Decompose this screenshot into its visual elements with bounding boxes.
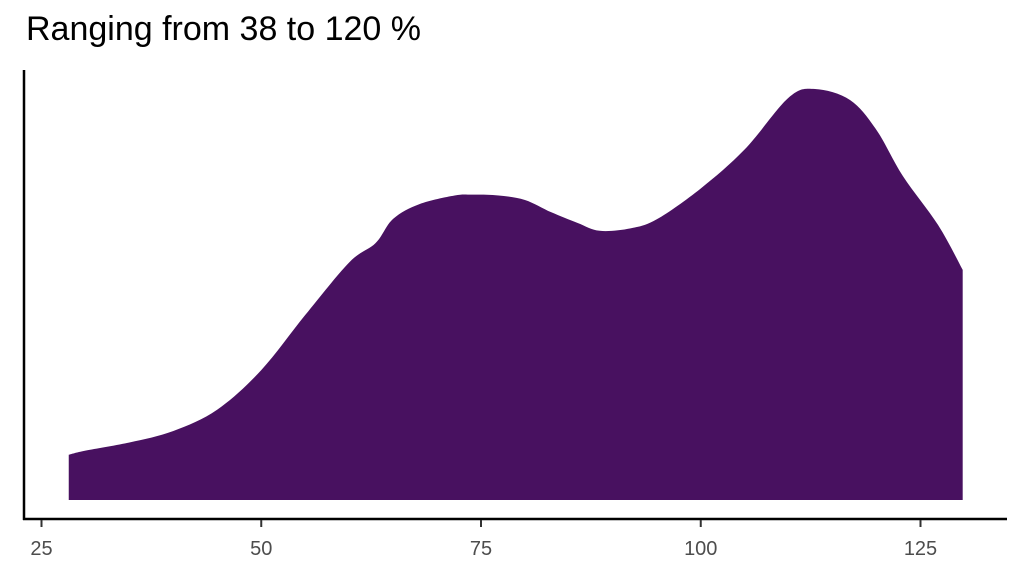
x-axis-ticks: 25 50 75 100 125 (30, 520, 937, 560)
x-tick-label: 75 (470, 538, 492, 560)
density-area (68, 88, 963, 500)
chart-title: Ranging from 38 to 120 % (26, 10, 422, 48)
x-tick-label: 100 (684, 538, 717, 560)
x-tick-label: 25 (30, 538, 52, 560)
x-tick-label: 125 (904, 538, 937, 560)
x-tick-label: 50 (250, 538, 272, 560)
